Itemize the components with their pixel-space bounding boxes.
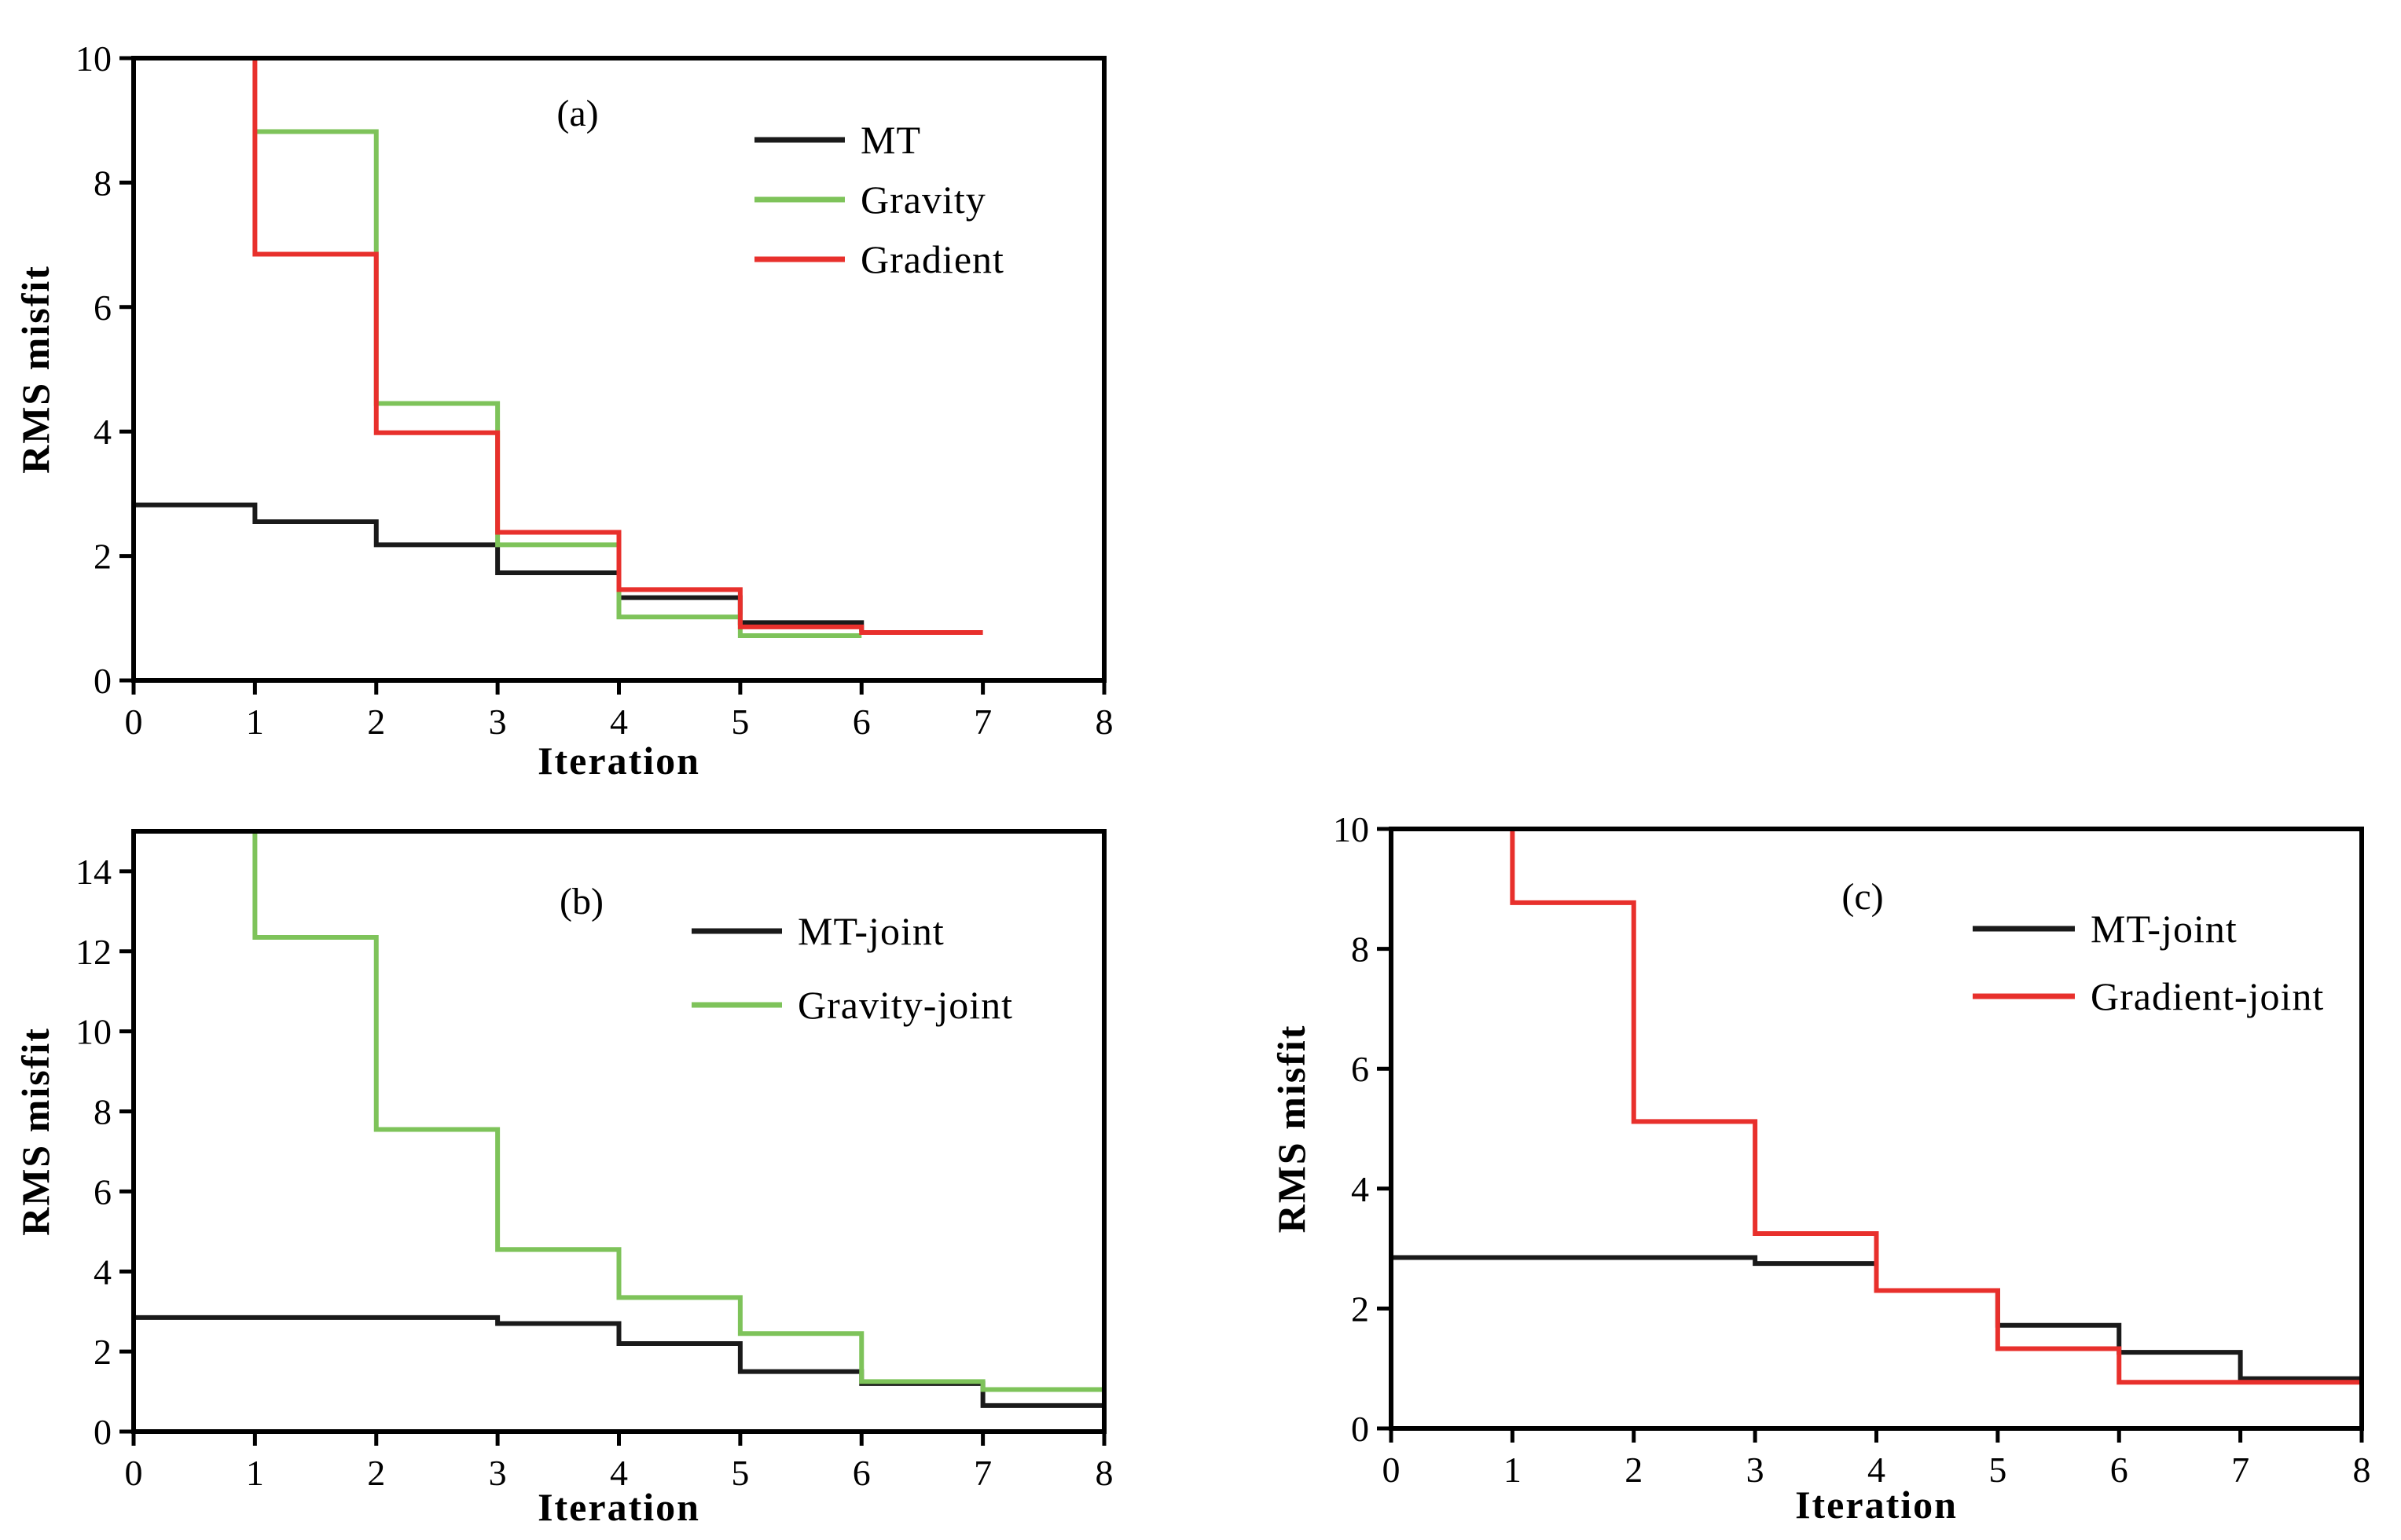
x-tick-label: 1 [246, 1453, 264, 1493]
x-tick-label: 2 [1625, 1450, 1643, 1490]
x-tick-label: 4 [610, 1453, 628, 1493]
y-tick-label: 4 [1351, 1169, 1369, 1209]
legend-label: Gradient-joint [2091, 974, 2324, 1018]
x-tick-label: 6 [2110, 1450, 2128, 1490]
x-axis-title: Iteration [538, 739, 700, 783]
panel-label: (a) [556, 93, 598, 134]
series-line-gravity-joint [252, 831, 1104, 1392]
x-tick-label: 0 [1382, 1450, 1401, 1490]
y-tick-label: 2 [1351, 1289, 1369, 1329]
x-tick-label: 2 [367, 702, 385, 742]
y-tick-label: 8 [94, 163, 112, 203]
series-line-gradient-joint [1510, 829, 2362, 1385]
series-line-gravity [255, 129, 862, 638]
x-tick-label: 7 [2231, 1450, 2249, 1490]
x-tick-label: 3 [1746, 1450, 1764, 1490]
y-tick-label: 10 [1333, 809, 1369, 849]
x-axis-title: Iteration [538, 1485, 700, 1529]
x-tick-label: 6 [853, 702, 871, 742]
y-tick-label: 4 [94, 1252, 112, 1292]
series-line-gradient [252, 58, 983, 636]
x-tick-label: 5 [731, 702, 749, 742]
y-tick-label: 6 [94, 288, 112, 328]
legend-label: Gradient [861, 237, 1004, 281]
x-tick-label: 4 [1867, 1450, 1885, 1490]
panel-label: (c) [1841, 876, 1883, 918]
y-tick-label: 0 [1351, 1409, 1369, 1449]
series-group [134, 831, 1104, 1408]
y-tick-label: 0 [94, 661, 112, 701]
y-tick-label: 6 [94, 1172, 112, 1212]
legend-label: MT-joint [798, 909, 945, 953]
legend: MT-joint Gradient-joint [1973, 907, 2324, 1018]
x-tick-label: 8 [2353, 1450, 2371, 1490]
x-tick-label: 1 [246, 702, 264, 742]
chart-a: 0 1 2 3 4 5 6 7 8 0 2 4 6 8 10 Iteration RMS misfit (a) MT… [13, 38, 1114, 783]
legend-label: Gravity-joint [798, 983, 1013, 1027]
y-tick-label: 2 [94, 537, 112, 577]
legend-label: Gravity [861, 178, 986, 222]
x-tick-label: 1 [1503, 1450, 1522, 1490]
x-tick-label: 5 [1988, 1450, 2006, 1490]
y-tick-label: 8 [94, 1092, 112, 1132]
chart-c: 0 1 2 3 4 5 6 7 8 0 2 4 6 8 10 Iteration RMS misfit (c) MT… [1269, 809, 2371, 1527]
y-tick-label: 2 [94, 1332, 112, 1372]
x-tick-label: 7 [974, 1453, 992, 1493]
y-tick-label: 0 [94, 1412, 112, 1452]
panel-label: (b) [560, 881, 604, 922]
x-tick-label: 6 [853, 1453, 871, 1493]
x-axis-title: Iteration [1795, 1483, 1958, 1527]
x-tick-label: 0 [125, 702, 143, 742]
y-axis-title: RMS misfit [1269, 1025, 1313, 1234]
x-tick-label: 8 [1096, 702, 1114, 742]
series-group [134, 58, 983, 638]
x-tick-label: 4 [610, 702, 628, 742]
x-tick-label: 7 [974, 702, 992, 742]
x-tick-label: 8 [1096, 1453, 1114, 1493]
x-tick-label: 3 [489, 1453, 507, 1493]
y-tick-label: 4 [94, 412, 112, 452]
series-line-mt-joint [134, 1314, 1104, 1408]
x-tick-label: 2 [367, 1453, 385, 1493]
y-tick-label: 10 [75, 1012, 112, 1052]
y-axis-title: RMS misfit [13, 265, 57, 474]
y-tick-label: 14 [75, 852, 112, 892]
y-tick-label: 10 [75, 38, 112, 79]
legend-label: MT-joint [2091, 907, 2238, 951]
y-axis-title: RMS misfit [13, 1027, 57, 1236]
x-tick-label: 5 [731, 1453, 749, 1493]
y-tick-label: 12 [75, 932, 112, 972]
y-tick-label: 6 [1351, 1049, 1369, 1089]
legend: MT-joint Gravity-joint [692, 909, 1013, 1027]
x-tick-label: 0 [125, 1453, 143, 1493]
y-tick-label: 8 [1351, 930, 1369, 970]
legend: MT Gravity Gradient [754, 118, 1004, 281]
legend-label: MT [861, 118, 921, 162]
series-group [1391, 829, 2362, 1385]
x-tick-label: 3 [489, 702, 507, 742]
